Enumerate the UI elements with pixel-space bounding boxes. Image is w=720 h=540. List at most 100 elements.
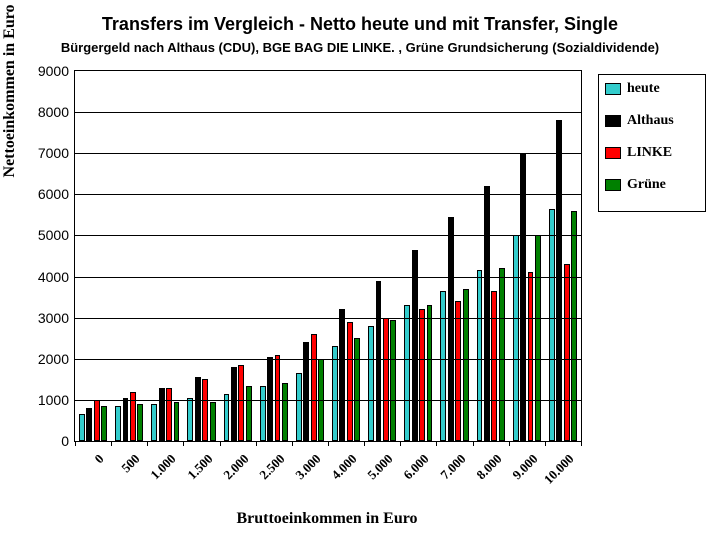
bar-grüne: [354, 338, 360, 441]
x-tick-label: 10.000: [541, 451, 578, 488]
y-tick-label: 5000: [38, 227, 69, 243]
y-axis-label: Nettoeinkommen in Euro: [1, 4, 19, 177]
bar-heute: [260, 386, 266, 442]
x-tick: [509, 441, 510, 446]
gridline: [75, 318, 581, 319]
legend-label: LINKE: [627, 145, 672, 161]
bar-althaus: [520, 153, 526, 441]
legend-label: Grüne: [627, 177, 666, 193]
x-tick: [400, 441, 401, 446]
bar-linke: [455, 301, 461, 441]
y-tick-label: 2000: [38, 351, 69, 367]
bar-grüne: [535, 235, 541, 441]
legend-item: LINKE: [605, 145, 701, 161]
x-tick: [436, 441, 437, 446]
chart-subtitle: Bürgergeld nach Althaus (CDU), BGE BAG D…: [0, 40, 720, 55]
plot-area: 0100020003000400050006000700080009000050…: [74, 70, 582, 442]
bar-linke: [347, 322, 353, 441]
x-tick: [581, 441, 582, 446]
bar-heute: [549, 209, 555, 441]
bar-grüne: [571, 211, 577, 441]
x-tick: [75, 441, 76, 446]
bar-althaus: [556, 120, 562, 441]
x-tick: [256, 441, 257, 446]
bar-grüne: [282, 383, 288, 441]
y-tick-label: 8000: [38, 104, 69, 120]
bar-althaus: [195, 377, 201, 441]
gridline: [75, 153, 581, 154]
legend-item: Grüne: [605, 177, 701, 193]
bar-althaus: [484, 186, 490, 441]
x-tick-label: 6.000: [401, 451, 433, 483]
x-tick-label: 7.000: [437, 451, 469, 483]
bar-althaus: [231, 367, 237, 441]
legend-swatch: [605, 115, 621, 127]
legend-swatch: [605, 179, 621, 191]
legend-item: Althaus: [605, 113, 701, 129]
y-tick-label: 1000: [38, 392, 69, 408]
x-tick-label: 1.500: [184, 451, 216, 483]
bar-linke: [202, 379, 208, 441]
x-tick: [473, 441, 474, 446]
x-tick: [545, 441, 546, 446]
x-tick-label: 3.000: [292, 451, 324, 483]
bar-althaus: [159, 388, 165, 441]
legend-swatch: [605, 147, 621, 159]
bar-linke: [238, 365, 244, 441]
x-tick-label: 8.000: [473, 451, 505, 483]
legend-label: heute: [627, 81, 660, 97]
bars-layer: [75, 71, 581, 441]
bar-heute: [296, 373, 302, 441]
gridline: [75, 112, 581, 113]
gridline: [75, 400, 581, 401]
bar-linke: [275, 355, 281, 441]
bar-grüne: [463, 289, 469, 441]
x-axis-label: Bruttoeinkommen in Euro: [74, 510, 580, 528]
x-tick-label: 2.000: [220, 451, 252, 483]
bar-heute: [79, 414, 85, 441]
bar-grüne: [137, 404, 143, 441]
bar-heute: [332, 346, 338, 441]
y-tick-label: 0: [61, 433, 69, 449]
x-tick-label: 500: [118, 451, 143, 476]
legend-item: heute: [605, 81, 701, 97]
gridline: [75, 277, 581, 278]
bar-linke: [491, 291, 497, 441]
bar-grüne: [210, 402, 216, 441]
x-tick-label: 2.500: [256, 451, 288, 483]
bar-heute: [513, 235, 519, 441]
x-tick: [183, 441, 184, 446]
y-tick-label: 7000: [38, 145, 69, 161]
bar-linke: [311, 334, 317, 441]
bar-heute: [477, 270, 483, 441]
bar-heute: [404, 305, 410, 441]
gridline: [75, 359, 581, 360]
bar-heute: [151, 404, 157, 441]
bar-grüne: [390, 320, 396, 441]
y-tick-label: 6000: [38, 186, 69, 202]
bar-heute: [187, 398, 193, 441]
bar-althaus: [376, 281, 382, 441]
bar-linke: [528, 272, 534, 441]
y-tick-label: 4000: [38, 269, 69, 285]
x-tick: [292, 441, 293, 446]
x-tick-label: 5.000: [365, 451, 397, 483]
bar-grüne: [174, 402, 180, 441]
bar-althaus: [339, 309, 345, 441]
bar-grüne: [427, 305, 433, 441]
chart-title: Transfers im Vergleich - Netto heute und…: [0, 14, 720, 35]
legend-label: Althaus: [627, 113, 674, 129]
x-tick-label: 1.000: [148, 451, 180, 483]
bar-linke: [383, 318, 389, 441]
bar-althaus: [412, 250, 418, 441]
bar-heute: [368, 326, 374, 441]
gridline: [75, 235, 581, 236]
bar-althaus: [267, 357, 273, 441]
bar-linke: [166, 388, 172, 441]
bar-althaus: [448, 217, 454, 441]
bar-grüne: [246, 386, 252, 442]
bar-althaus: [303, 342, 309, 441]
bar-althaus: [123, 398, 129, 441]
x-tick: [111, 441, 112, 446]
y-tick-label: 9000: [38, 63, 69, 79]
